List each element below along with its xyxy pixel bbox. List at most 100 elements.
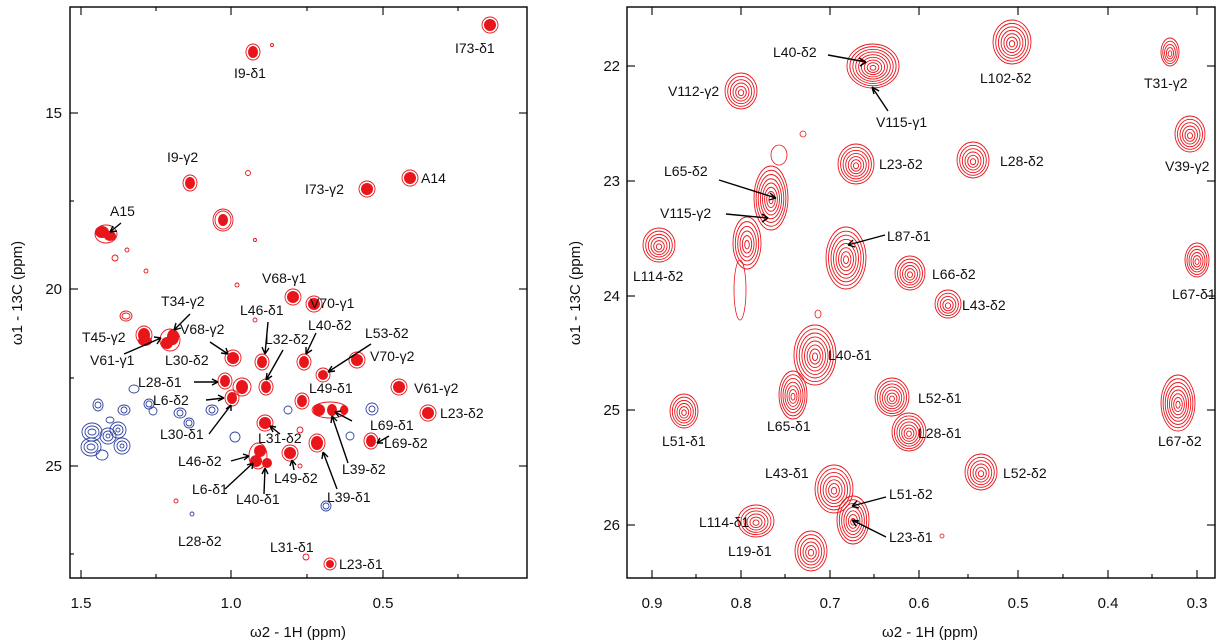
peak [252,317,258,323]
right-x-axis-label: ω2 - 1H (ppm) [882,624,978,641]
contour-ring [790,392,796,401]
contour-ring [764,186,778,212]
contour-peak [891,412,927,452]
right-x-tick-label: 0.3 [1187,595,1208,612]
peak-label: L51-δ1 [662,433,706,449]
contour-ring [956,141,990,179]
left-positive-peaks [94,16,499,571]
peak-label: L23-δ2 [879,156,923,172]
contour-ring [1182,125,1198,145]
contour-noise [770,144,788,166]
contour-ring [1175,400,1181,409]
peak-label: V115-γ1 [876,114,927,130]
contour-ring [838,247,854,272]
contour-ring [855,51,891,82]
contour-ring [804,340,826,372]
contour-ring [741,235,753,254]
contour-ring [1184,128,1196,142]
left-y-axis-label: ω1 - 13C (ppm) [9,241,26,345]
contour-ring [967,456,995,488]
contour-ring [1162,378,1194,429]
contour-ring [802,541,820,563]
peak-label: L23-δ1 [889,529,933,545]
peak-label: V68-γ2 [180,321,225,337]
contour-ring [898,421,920,445]
peak [258,378,274,396]
left-x-tick-label: 1.5 [71,595,92,612]
contour-ring [1169,389,1187,419]
peak [358,180,376,198]
contour-ring [1192,255,1202,268]
contour-ring [967,154,979,168]
contour-ring [884,389,900,407]
contour-ring [1008,40,1016,48]
peak [281,444,299,462]
contour-ring [893,415,925,450]
contour-ring [830,234,862,283]
contour-ring [671,396,697,426]
contour-ring [969,158,977,166]
contour-peak [825,226,867,290]
contour-ring [972,463,990,483]
left-y-tick-label: 25 [45,458,62,475]
contour-ring [828,230,864,286]
contour-ring [744,239,750,250]
peak [401,169,419,187]
contour-peak [732,216,762,270]
contour-ring [1164,43,1176,62]
peak-label: V70-γ1 [310,295,355,311]
contour-noise [799,130,807,138]
contour-ring [807,548,815,557]
peak-label: L30-δ1 [160,426,204,442]
contour-ring [1167,50,1173,57]
peak-label: V61-γ1 [90,352,135,368]
peak [311,401,349,419]
contour-ring [836,495,870,545]
contour-ring [737,504,775,538]
contour-ring [1003,33,1021,53]
contour-noise [814,309,822,319]
contour-ring [937,292,959,317]
contour-ring [817,468,851,511]
contour-ring [907,271,913,278]
peak [297,463,303,469]
contour-ring [881,386,903,410]
contour-ring [897,258,923,288]
right-y-tick-label: 23 [603,173,620,190]
contour-ring [806,344,824,369]
contour-peak [934,289,962,319]
left-plot-frame [69,6,528,579]
contour-ring [669,393,699,429]
peak [363,432,379,450]
contour-ring [879,383,905,412]
contour-peak [1160,37,1180,67]
contour-peak [753,165,789,231]
peak-label: L28-δ1 [918,425,962,441]
contour-ring [828,483,840,498]
left-y-tick-label: 15 [45,105,62,122]
contour-ring [1166,385,1190,422]
contour-ring [964,151,982,171]
contour-peak [793,324,837,386]
peak-label: L69-δ1 [370,417,414,433]
peak [212,208,234,232]
peak-label: L6-δ2 [153,392,189,408]
peak-label: L69-δ2 [384,435,428,451]
right-x-tick-label: 0.6 [909,595,930,612]
contour-ring [1000,29,1024,56]
contour-ring [740,507,772,536]
peak-label: V115-γ2 [660,205,711,221]
left-panel: 1.5 1.0 0.5 15 20 25 ω2 - 1H (ppm) ω1 - … [9,6,528,641]
right-y-tick-label: 22 [603,58,620,75]
contour-ring [997,26,1027,59]
contour-ring [959,144,987,176]
left-y-tick-label: 20 [45,281,62,298]
contour-ring [809,348,821,365]
peak-label: L30-δ2 [165,352,209,368]
left-x-ticks [80,7,459,578]
contour-ring [837,143,875,185]
contour-ring [645,230,673,260]
contour-ring [840,251,852,268]
contour-ring [852,162,860,170]
contour-ring [977,470,985,478]
